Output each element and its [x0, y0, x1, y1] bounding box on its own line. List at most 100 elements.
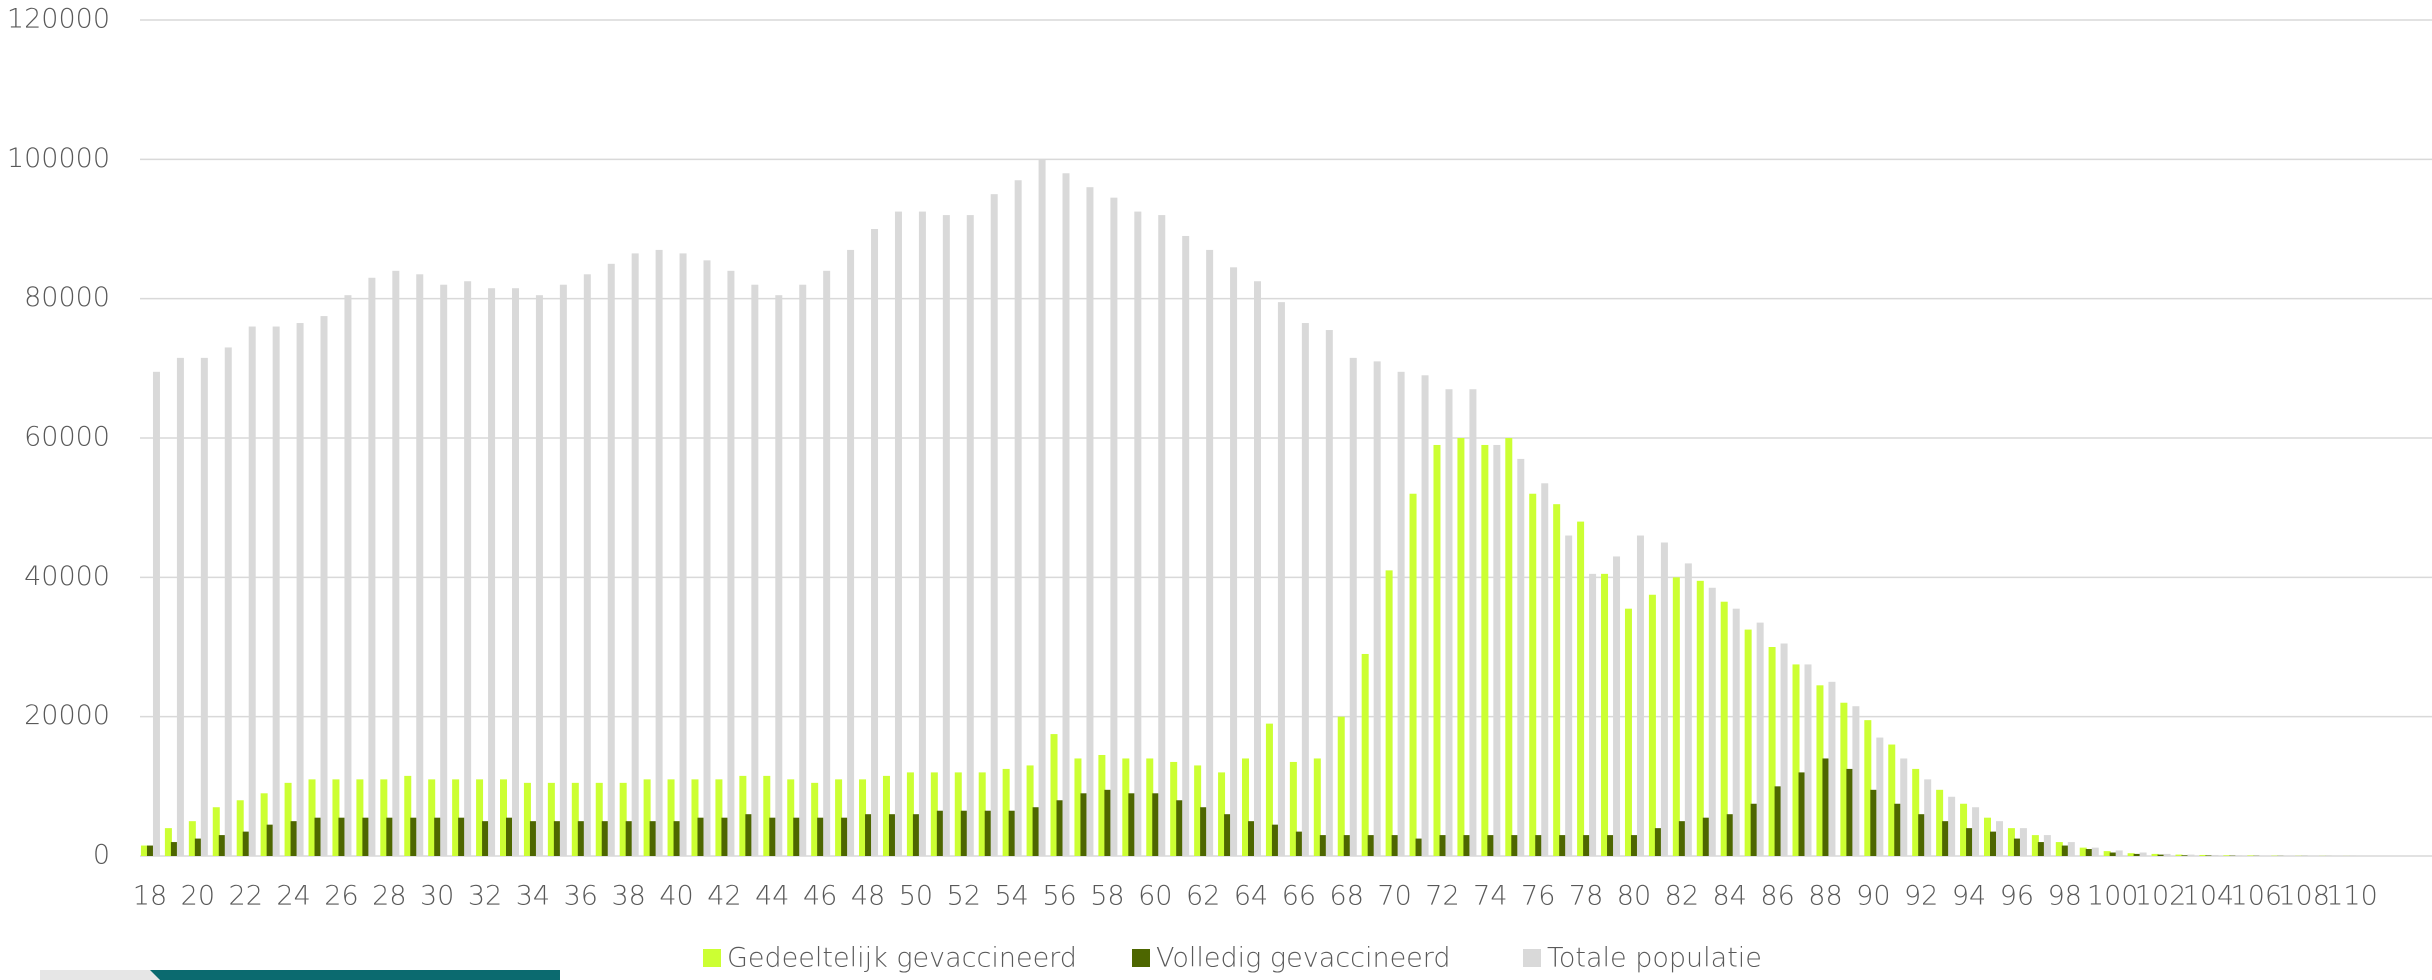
bar: [1654, 828, 1662, 856]
bar: [260, 793, 268, 856]
y-tick-label: 20000: [24, 700, 110, 731]
bar: [2205, 855, 2213, 856]
x-tick-label: 72: [1425, 881, 1459, 912]
x-tick-label: 30: [420, 881, 454, 912]
bar: [500, 779, 507, 856]
bar: [1080, 793, 1088, 856]
bar: [529, 821, 537, 856]
bar: [1289, 761, 1297, 856]
bar: [1726, 814, 1734, 856]
bar: [1756, 622, 1764, 856]
x-tick-label: 98: [2048, 881, 2082, 912]
bar: [2079, 847, 2087, 856]
bar: [936, 810, 944, 856]
y-tick-label: 80000: [24, 282, 110, 313]
bar: [1601, 573, 1609, 856]
bar: [1385, 570, 1393, 856]
x-tick-label: 46: [803, 881, 837, 912]
bar: [440, 284, 448, 856]
bar: [847, 249, 855, 856]
bar: [1254, 281, 1261, 856]
bar: [1900, 758, 1908, 856]
bar: [871, 229, 879, 856]
x-tick-label: 68: [1330, 881, 1364, 912]
bar: [1888, 744, 1896, 856]
x-tick-label: 28: [372, 881, 406, 912]
x-tick-label: 50: [899, 881, 933, 912]
bar: [1894, 803, 1902, 856]
bar: [434, 817, 442, 856]
bar: [476, 779, 484, 856]
bar: [1972, 807, 1980, 856]
bar: [625, 821, 633, 856]
bar: [1152, 793, 1160, 856]
bar: [1948, 796, 1956, 856]
bar: [2115, 850, 2123, 856]
bar: [338, 817, 346, 856]
bar: [2091, 847, 2099, 856]
bar: [1607, 835, 1615, 856]
bar: [1277, 302, 1285, 856]
bar: [1990, 831, 1997, 856]
bar: [1870, 789, 1878, 856]
bar: [1864, 720, 1872, 856]
bar: [2127, 853, 2135, 856]
bar: [428, 779, 436, 856]
bar: [1218, 772, 1226, 856]
bar: [673, 821, 681, 856]
x-tick-label: 96: [2000, 881, 2034, 912]
bar: [1295, 831, 1303, 856]
x-tick-label: 104: [2183, 881, 2235, 912]
bar: [865, 814, 873, 856]
bar: [1050, 734, 1058, 856]
bar: [218, 835, 226, 856]
bar: [601, 821, 609, 856]
bar: [1846, 768, 1854, 856]
x-tick-label: 74: [1473, 881, 1507, 912]
x-tick-label: 90: [1856, 881, 1890, 912]
bar: [224, 347, 232, 856]
bar: [1469, 389, 1477, 856]
bar: [1960, 803, 1968, 856]
x-tick-label: 60: [1138, 881, 1172, 912]
bar: [1852, 706, 1860, 856]
x-tick-label: 108: [2278, 881, 2330, 912]
bar: [1493, 444, 1501, 856]
bar: [1343, 835, 1351, 856]
bar: [1325, 330, 1333, 856]
bar: [942, 215, 950, 857]
bar: [344, 295, 352, 856]
bar: [978, 772, 986, 856]
x-tick-label: 62: [1186, 881, 1220, 912]
bar: [966, 215, 974, 857]
bar: [2175, 854, 2183, 856]
bar: [859, 779, 867, 856]
x-tick-label: 78: [1569, 881, 1603, 912]
bar: [1798, 772, 1806, 856]
bar: [1672, 577, 1680, 856]
x-tick-label: 106: [2231, 881, 2283, 912]
bar: [763, 775, 771, 856]
x-tick-label: 52: [947, 881, 981, 912]
bar: [368, 277, 376, 856]
bar: [194, 838, 202, 856]
legend-swatch: [1523, 949, 1541, 967]
bar: [1271, 824, 1279, 856]
x-tick-label: 110: [2326, 881, 2378, 912]
bar: [2067, 842, 2075, 856]
bar: [1876, 737, 1884, 856]
bar: [1774, 786, 1782, 856]
bar: [1158, 215, 1166, 857]
bar: [512, 288, 519, 856]
bar: [2163, 853, 2171, 856]
x-tick-label: 54: [994, 881, 1028, 912]
bar: [787, 779, 795, 856]
bar: [2085, 849, 2093, 856]
bar: [817, 817, 825, 856]
bar: [1182, 235, 1190, 856]
bar: [1062, 173, 1070, 856]
y-tick-label: 0: [93, 840, 110, 871]
bar: [990, 194, 998, 856]
bar: [882, 775, 890, 856]
bar: [164, 828, 172, 856]
